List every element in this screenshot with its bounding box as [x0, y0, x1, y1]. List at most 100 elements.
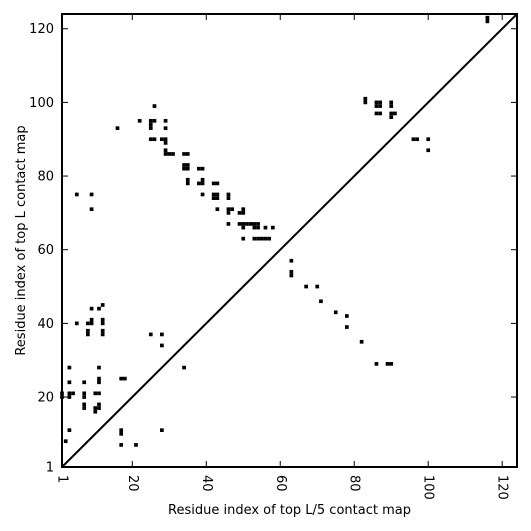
contact-point	[163, 137, 168, 142]
contact-point	[259, 236, 264, 241]
contact-point	[319, 299, 323, 304]
contact-point	[245, 222, 249, 226]
contact-point	[100, 328, 105, 333]
diagonal-line	[61, 13, 518, 468]
contact-point	[67, 391, 72, 396]
contact-point	[134, 443, 138, 447]
contact-point	[215, 207, 220, 212]
contact-point	[289, 269, 294, 274]
contact-point	[119, 376, 124, 381]
contact-point	[82, 406, 87, 410]
contact-point	[167, 152, 172, 156]
contact-point	[248, 222, 253, 226]
contact-point	[97, 365, 101, 370]
x-tick-label: 80	[347, 475, 362, 492]
contact-point	[182, 365, 186, 370]
contact-point	[197, 166, 201, 171]
contact-point	[67, 365, 72, 370]
contact-point	[123, 376, 127, 381]
contact-point	[63, 439, 68, 444]
contact-point	[67, 380, 72, 385]
contact-points	[60, 15, 490, 447]
contact-point	[256, 236, 260, 241]
contact-point	[197, 181, 201, 186]
contact-point	[137, 118, 142, 123]
contact-point	[97, 391, 101, 396]
contact-point	[71, 391, 75, 396]
contact-point	[163, 118, 168, 123]
contact-point	[163, 148, 168, 153]
contact-point	[304, 284, 308, 289]
contact-point	[200, 192, 205, 197]
contact-point	[411, 137, 416, 142]
contact-point	[374, 111, 379, 116]
y-tick-label: 120	[29, 22, 54, 37]
contact-point	[241, 207, 246, 212]
contact-point	[97, 376, 101, 381]
contact-point	[289, 258, 294, 263]
contact-point	[374, 100, 379, 105]
contact-point	[152, 118, 157, 123]
y-tick-label: 60	[37, 243, 54, 258]
contact-point	[385, 362, 390, 366]
contact-point	[226, 192, 231, 197]
contact-point	[389, 100, 394, 105]
contact-point	[393, 111, 397, 116]
contact-point	[182, 152, 186, 156]
x-tick-label: 40	[199, 475, 214, 492]
contact-point	[148, 118, 153, 123]
contact-point	[289, 273, 294, 278]
contact-point	[74, 321, 79, 326]
contact-point	[226, 211, 231, 215]
contact-point	[100, 321, 105, 326]
contact-point	[185, 163, 190, 167]
contact-point	[363, 100, 368, 105]
contact-point	[315, 284, 320, 289]
contact-point	[389, 362, 394, 366]
contact-point	[252, 225, 257, 230]
x-tick-label: 1	[55, 475, 70, 483]
contact-point	[163, 152, 168, 156]
contact-point	[86, 332, 90, 337]
contact-point	[226, 222, 231, 226]
contact-point	[160, 137, 164, 142]
x-tick-label: 20	[125, 475, 140, 492]
contact-point	[426, 137, 431, 142]
y-tick-label: 20	[37, 391, 54, 406]
contact-point	[263, 236, 268, 241]
contact-point	[226, 207, 231, 212]
contact-point	[100, 303, 105, 307]
contact-point	[163, 126, 168, 131]
contact-point	[100, 317, 105, 322]
contact-point	[89, 306, 94, 311]
contact-point	[89, 192, 94, 197]
contact-point	[182, 163, 186, 167]
contact-point	[237, 211, 242, 215]
contact-point	[378, 104, 382, 108]
contact-point	[263, 225, 268, 230]
contact-point	[119, 428, 124, 433]
y-tick-label: 1	[46, 461, 54, 476]
contact-point	[93, 409, 98, 414]
contact-point	[100, 332, 105, 337]
contact-point	[485, 15, 490, 20]
contact-point	[93, 406, 98, 410]
contact-point	[237, 222, 242, 226]
y-tick-label: 100	[29, 96, 54, 111]
y-tick-label: 80	[37, 170, 54, 185]
contact-point	[86, 321, 90, 326]
contact-point	[148, 122, 153, 127]
contact-point	[211, 192, 216, 197]
plot-frame	[61, 13, 518, 468]
contact-point	[160, 332, 164, 337]
contact-point	[215, 181, 220, 186]
x-tick-label: 120	[495, 475, 510, 500]
contact-point	[200, 177, 205, 182]
contact-point	[363, 96, 368, 101]
contact-point	[182, 166, 186, 171]
contact-point	[97, 306, 101, 311]
contact-point	[160, 343, 164, 348]
contact-point	[226, 196, 231, 200]
